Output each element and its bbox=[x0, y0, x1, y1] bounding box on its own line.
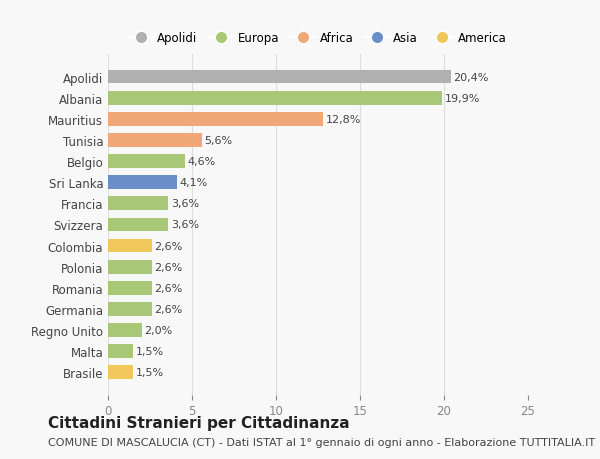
Bar bbox=[108, 155, 185, 168]
Bar bbox=[108, 366, 133, 379]
Bar bbox=[108, 260, 152, 274]
Text: 2,0%: 2,0% bbox=[144, 325, 172, 335]
Bar bbox=[108, 345, 133, 358]
Text: 2,6%: 2,6% bbox=[154, 283, 182, 293]
Text: 2,6%: 2,6% bbox=[154, 241, 182, 251]
Bar bbox=[108, 176, 177, 190]
Legend: Apolidi, Europa, Africa, Asia, America: Apolidi, Europa, Africa, Asia, America bbox=[124, 27, 512, 50]
Text: 19,9%: 19,9% bbox=[445, 94, 480, 103]
Text: 4,6%: 4,6% bbox=[188, 157, 216, 167]
Bar bbox=[108, 324, 142, 337]
Text: 2,6%: 2,6% bbox=[154, 262, 182, 272]
Text: 20,4%: 20,4% bbox=[453, 73, 488, 82]
Bar bbox=[108, 239, 152, 253]
Bar bbox=[108, 218, 169, 232]
Text: 12,8%: 12,8% bbox=[326, 115, 361, 124]
Text: 3,6%: 3,6% bbox=[171, 199, 199, 209]
Text: 1,5%: 1,5% bbox=[136, 368, 164, 377]
Text: 1,5%: 1,5% bbox=[136, 347, 164, 356]
Bar bbox=[108, 134, 202, 147]
Bar bbox=[108, 197, 169, 211]
Text: Cittadini Stranieri per Cittadinanza: Cittadini Stranieri per Cittadinanza bbox=[48, 415, 350, 430]
Bar bbox=[108, 71, 451, 84]
Bar bbox=[108, 302, 152, 316]
Bar bbox=[108, 281, 152, 295]
Text: COMUNE DI MASCALUCIA (CT) - Dati ISTAT al 1° gennaio di ogni anno - Elaborazione: COMUNE DI MASCALUCIA (CT) - Dati ISTAT a… bbox=[48, 437, 595, 447]
Bar bbox=[108, 112, 323, 126]
Text: 3,6%: 3,6% bbox=[171, 220, 199, 230]
Bar bbox=[108, 92, 442, 105]
Text: 4,1%: 4,1% bbox=[179, 178, 208, 188]
Text: 5,6%: 5,6% bbox=[205, 135, 233, 146]
Text: 2,6%: 2,6% bbox=[154, 304, 182, 314]
